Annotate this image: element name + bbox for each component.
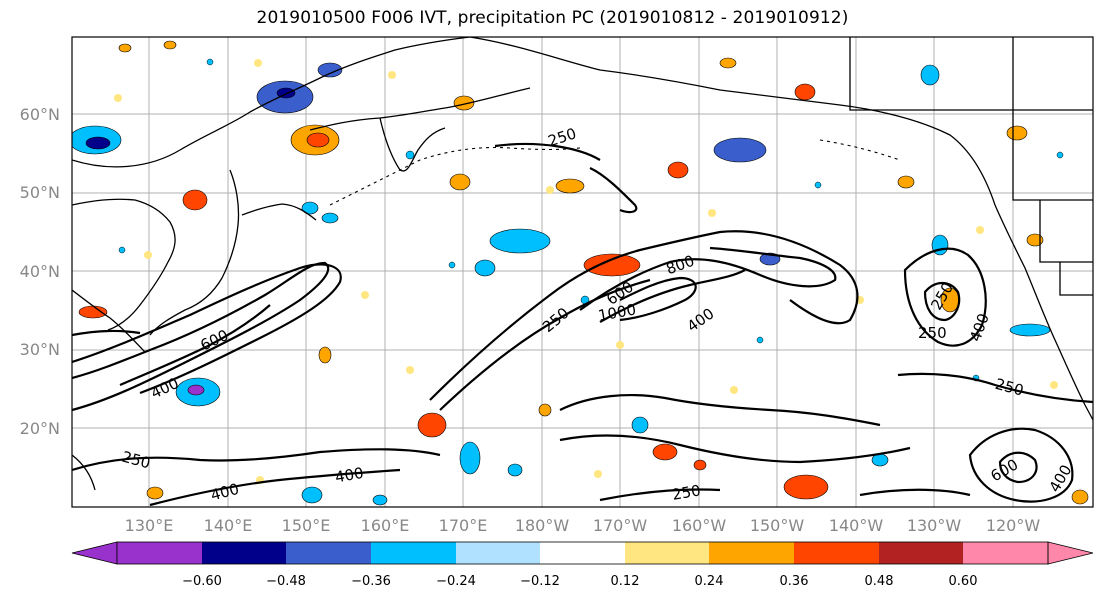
longitude-labels: 130°E 140°E 150°E 160°E 170°E 180°W 170°… [125,516,1041,535]
island-chain [329,139,901,206]
lon-label: 150°W [750,516,805,535]
colorbar-cell [625,542,709,564]
lat-label: 40°N [20,262,60,281]
lon-label: 160°E [361,516,410,535]
lon-label: 140°W [829,516,884,535]
lat-label: 30°N [20,340,60,359]
lat-label: 50°N [20,183,60,202]
colorbar-cell [794,542,879,564]
map-background [72,37,1093,507]
lat-label: 20°N [20,419,60,438]
colorbar-cell [117,542,202,564]
lon-label: 140°E [204,516,253,535]
lon-label: 120°W [986,516,1041,535]
colorbar-tick-label: −0.60 [182,574,222,589]
gridlines [72,37,1093,507]
ivt-contours [72,142,1093,507]
map-title: 2019010500 F006 IVT, precipitation PC (2… [256,8,849,28]
colorbar-cell [456,542,540,564]
lon-label: 130°E [125,516,174,535]
latitude-labels: 60°N 50°N 40°N 30°N 20°N [20,105,60,438]
colorbar-tick-label: −0.36 [351,574,391,589]
coastlines [72,37,1093,491]
lon-label: 170°E [439,516,488,535]
lat-label: 60°N [20,105,60,124]
colorbar-tick-label: −0.24 [436,574,476,589]
colorbar-tick-label: −0.12 [520,574,560,589]
colorbar: −0.60 −0.48 −0.36 −0.24 −0.12 0.12 0.24 … [71,541,1094,589]
colorbar-cell [540,542,625,564]
colorbar-tick-label: −0.48 [266,574,306,589]
contour-label: 250 [918,324,947,342]
colorbar-cell [202,542,286,564]
contour-label: 250 [671,481,702,504]
colorbar-tick-label: 0.36 [780,574,809,589]
colorbar-cell [879,542,963,564]
lon-label: 160°W [672,516,727,535]
lon-label: 170°W [593,516,648,535]
colorbar-extend-left [71,541,118,565]
colorbar-cell [709,542,794,564]
lon-label: 180°W [515,516,570,535]
colorbar-extend-right [1047,541,1094,565]
colorbar-tick-label: 0.12 [611,574,640,589]
colorbar-cell [286,542,371,564]
colorbar-cell [963,542,1048,564]
colorbar-tick-label: 0.60 [949,574,978,589]
precip-small-blue [118,58,1064,382]
colorbar-frame [116,541,1049,565]
colorbar-tick-label: 0.48 [865,574,894,589]
lon-label: 150°E [282,516,331,535]
colorbar-tick-label: 0.24 [695,574,724,589]
map-frame [71,36,1094,508]
contour-label: 400 [334,464,365,487]
lon-label: 130°W [907,516,962,535]
colorbar-cell [371,542,456,564]
